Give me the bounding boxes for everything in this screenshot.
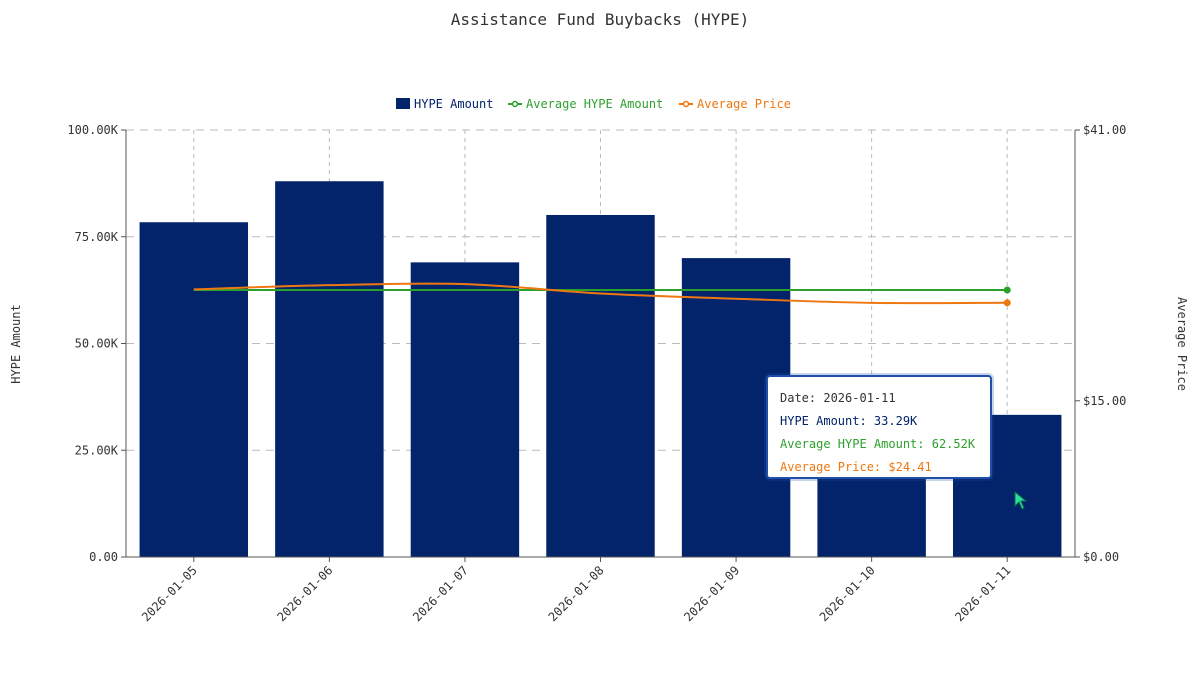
legend-hype-amount: HYPE Amount xyxy=(414,97,493,111)
y2-tick-label: $41.00 xyxy=(1083,123,1126,137)
y2-axis-title: Average Price xyxy=(1175,297,1189,391)
y-axis-title: HYPE Amount xyxy=(9,304,23,383)
average-price-point xyxy=(1003,299,1011,307)
tooltip-average-hype-amount: Average HYPE Amount: 62.52K xyxy=(780,437,976,451)
bar xyxy=(410,262,520,557)
y-tick-label: 0.00 xyxy=(89,550,118,564)
mouse-cursor-icon xyxy=(1014,491,1028,510)
bar xyxy=(546,214,655,557)
x-tick-label: 2026-01-09 xyxy=(681,563,742,624)
bar xyxy=(275,181,384,558)
tooltip-hype-amount: HYPE Amount: 33.29K xyxy=(780,414,918,428)
legend-marker xyxy=(511,100,519,108)
x-tick-label: 2026-01-08 xyxy=(546,563,607,624)
chart-tooltip: Date: 2026-01-11 HYPE Amount: 33.29K Ave… xyxy=(766,375,992,479)
y-tick-label: 75.00K xyxy=(75,230,119,244)
legend-average-hype-amount: Average HYPE Amount xyxy=(526,97,663,111)
legend-marker xyxy=(682,100,690,108)
legend-bar-swatch xyxy=(396,98,410,109)
x-tick-label: 2026-01-06 xyxy=(274,563,335,624)
y-tick-label: 50.00K xyxy=(75,337,119,351)
x-tick-label: 2026-01-07 xyxy=(410,563,471,624)
bar xyxy=(139,222,249,557)
y-tick-label: 100.00K xyxy=(67,123,118,137)
tooltip-average-price: Average Price: $24.41 xyxy=(780,460,932,474)
y2-tick-label: $15.00 xyxy=(1083,394,1126,408)
average-price-line xyxy=(193,282,1008,305)
chart-title: Assistance Fund Buybacks (HYPE) xyxy=(451,10,750,29)
average-hype-amount-point xyxy=(1003,286,1011,294)
tooltip-date: Date: 2026-01-11 xyxy=(780,391,896,405)
y-tick-label: 25.00K xyxy=(75,443,119,457)
x-tick-label: 2026-01-10 xyxy=(817,563,878,624)
y2-tick-label: $0.00 xyxy=(1083,550,1119,564)
x-tick-label: 2026-01-11 xyxy=(952,563,1013,624)
legend-average-price: Average Price xyxy=(697,97,791,111)
x-tick-label: 2026-01-05 xyxy=(139,563,200,624)
